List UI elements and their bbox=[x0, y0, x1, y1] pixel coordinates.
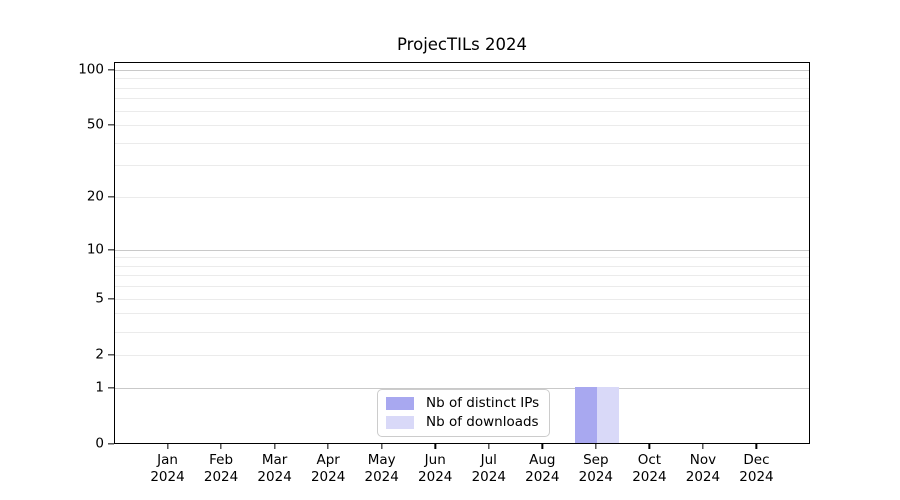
y-tick-1 bbox=[108, 387, 114, 389]
legend-label-downloads: Nb of downloads bbox=[426, 414, 539, 430]
chart-title: ProjecTILs 2024 bbox=[397, 35, 527, 54]
legend-item-downloads: Nb of downloads bbox=[386, 414, 539, 430]
bar-sep-2024-distinct-ips bbox=[574, 386, 597, 443]
gridline-5 bbox=[115, 298, 809, 300]
x-tick-label-jun-2024: Jun 2024 bbox=[418, 452, 453, 485]
x-tick-label-jan-2024: Jan 2024 bbox=[150, 452, 185, 485]
y-tick-label-0: 0 bbox=[95, 435, 104, 452]
gridline-9 bbox=[115, 257, 809, 259]
y-tick-100 bbox=[108, 69, 114, 71]
x-tick-may-2024 bbox=[381, 444, 383, 449]
legend-label-distinct-ips: Nb of distinct IPs bbox=[426, 395, 540, 411]
gridline-4 bbox=[115, 313, 809, 315]
gridline-3 bbox=[115, 331, 809, 333]
x-tick-label-jul-2024: Jul 2024 bbox=[471, 452, 506, 485]
gridline-40 bbox=[115, 142, 809, 144]
gridline-30 bbox=[115, 165, 809, 167]
gridline-20 bbox=[115, 197, 809, 199]
plot-area bbox=[114, 62, 810, 444]
y-tick-label-20: 20 bbox=[86, 188, 104, 205]
gridline-90 bbox=[115, 78, 809, 80]
y-tick-label-10: 10 bbox=[86, 240, 104, 257]
x-tick-mar-2024 bbox=[273, 444, 276, 449]
legend: Nb of distinct IPs Nb of downloads bbox=[377, 389, 551, 437]
x-tick-jun-2024 bbox=[434, 444, 436, 449]
y-tick-50 bbox=[108, 124, 114, 126]
x-tick-label-feb-2024: Feb 2024 bbox=[203, 452, 239, 485]
bar-sep-2024-downloads bbox=[596, 386, 619, 443]
legend-item-distinct-ips: Nb of distinct IPs bbox=[386, 395, 539, 411]
y-tick-20 bbox=[108, 196, 114, 198]
gridline-10 bbox=[115, 249, 809, 251]
x-tick-label-mar-2024: Mar 2024 bbox=[257, 452, 292, 485]
y-tick-label-5: 5 bbox=[95, 289, 104, 306]
x-tick-label-sep-2024: Sep 2024 bbox=[578, 452, 614, 485]
y-tick-label-50: 50 bbox=[86, 116, 104, 133]
gridline-8 bbox=[115, 265, 809, 267]
x-tick-oct-2024 bbox=[648, 444, 651, 449]
x-tick-dec-2024 bbox=[755, 444, 758, 449]
x-tick-label-nov-2024: Nov 2024 bbox=[685, 452, 721, 485]
x-tick-jan-2024 bbox=[166, 444, 169, 449]
y-tick-label-100: 100 bbox=[78, 60, 104, 77]
gridline-80 bbox=[115, 87, 809, 89]
gridline-7 bbox=[115, 275, 809, 277]
x-tick-label-aug-2024: Aug 2024 bbox=[525, 452, 560, 485]
x-tick-feb-2024 bbox=[220, 444, 222, 449]
x-tick-jul-2024 bbox=[488, 444, 490, 449]
gridline-2 bbox=[115, 354, 809, 356]
x-tick-label-apr-2024: Apr 2024 bbox=[310, 452, 346, 485]
gridline-100 bbox=[115, 69, 809, 71]
y-tick-0 bbox=[108, 443, 114, 445]
legend-swatch-distinct-ips bbox=[386, 396, 414, 410]
x-tick-apr-2024 bbox=[327, 444, 329, 449]
gridline-60 bbox=[115, 110, 809, 112]
x-tick-aug-2024 bbox=[541, 444, 543, 449]
y-tick-label-2: 2 bbox=[95, 346, 104, 363]
gridline-1 bbox=[115, 387, 809, 389]
gridline-50 bbox=[115, 125, 809, 127]
x-tick-label-oct-2024: Oct 2024 bbox=[632, 452, 667, 485]
gridline-70 bbox=[115, 98, 809, 100]
x-tick-label-dec-2024: Dec 2024 bbox=[739, 452, 774, 485]
y-tick-10 bbox=[108, 248, 114, 251]
y-tick-label-1: 1 bbox=[95, 379, 104, 396]
x-tick-sep-2024 bbox=[595, 444, 597, 449]
y-tick-5 bbox=[108, 298, 114, 300]
y-tick-2 bbox=[108, 354, 114, 356]
x-tick-label-may-2024: May 2024 bbox=[364, 452, 399, 485]
x-tick-nov-2024 bbox=[702, 444, 704, 449]
gridline-6 bbox=[115, 286, 809, 288]
legend-swatch-downloads bbox=[386, 415, 414, 429]
